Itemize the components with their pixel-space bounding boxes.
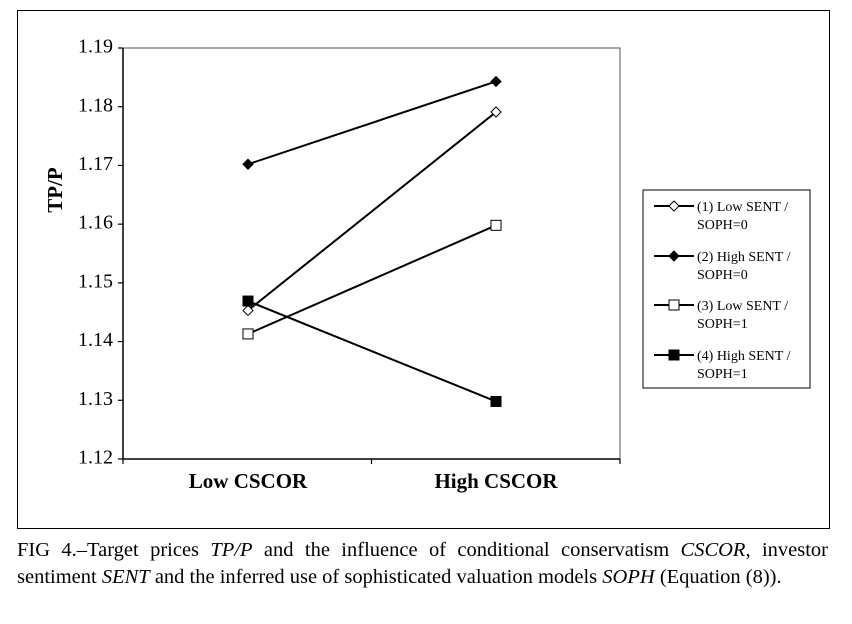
caption-mid1: and the influence of conditional conserv… [252,539,681,561]
series-line [247,224,497,335]
x-ticks: Low CSCOR High CSCOR [122,459,621,493]
data-point-marker [242,158,254,170]
legend-entry-1: (1) Low SENT / SOPH=0 [654,200,788,233]
y-tick-label: 1.15 [78,270,113,292]
y-ticks: 1.12 1.13 1.14 1.15 1.16 1.17 1.18 1.19 [78,36,123,469]
figure-caption: FIG 4.–Target prices TP/P and the influe… [17,537,828,591]
data-point-marker [242,328,254,340]
series-line [247,300,497,403]
y-tick-label: 1.17 [78,153,113,175]
legend-label-line1: (4) High SENT / [697,349,791,364]
legend-label-line1: (1) Low SENT / [697,200,788,215]
y-axis-title: TP/P [43,167,67,213]
x-category-label: High CSCOR [434,469,558,493]
legend: (1) Low SENT / SOPH=0 (2) High SENT / SOPH=… [642,189,811,389]
data-point-marker [242,304,254,317]
data-point-marker [668,200,680,212]
y-tick-label: 1.19 [78,36,113,58]
legend-label-line2: SOPH=0 [697,218,748,233]
legend-entry-3: (3) Low SENT / SOPH=1 [654,299,788,332]
data-point-marker [668,250,680,262]
plot-border [122,47,621,460]
legend-label-line2: SOPH=0 [697,268,748,283]
series-line [247,80,497,166]
x-category-label: Low CSCOR [189,469,308,493]
data-point-marker [668,349,680,361]
data-point-marker [490,395,502,407]
data-point-marker [490,106,502,118]
legend-entry-2: (2) High SENT / SOPH=0 [654,250,791,283]
caption-mid2: , investor sentiment [17,539,829,588]
legend-entry-4: (4) High SENT / SOPH=1 [654,349,791,382]
legend-label-line2: SOPH=1 [697,317,748,332]
caption-suffix: (Equation (8)). [654,566,782,588]
plot-area [122,47,621,460]
figure-frame [17,10,830,529]
series-3 [242,219,502,340]
series-2 [242,75,502,170]
series-1 [242,106,502,317]
caption-sent: SENT [101,566,150,588]
data-point-marker [490,75,502,88]
data-point-marker [668,299,680,311]
legend-label-line2: SOPH=1 [697,367,748,382]
series-line [247,111,497,312]
legend-label-line1: (2) High SENT / [697,250,791,265]
caption-mid3: and the inferred use of sophisticated va… [149,566,603,588]
data-point-marker [242,295,254,307]
caption-soph: SOPH [602,566,655,588]
series-group [242,75,502,407]
y-tick-label: 1.14 [78,329,113,351]
caption-tp: TP/P [210,539,253,561]
data-point-marker [490,219,502,231]
y-tick-label: 1.18 [78,94,113,116]
caption-cscor: CSCOR [680,539,746,561]
chart: 1.12 1.13 1.14 1.15 1.16 1.17 1.18 1.19 Low CSC… [43,36,811,493]
y-tick-label: 1.13 [78,388,113,410]
y-tick-label: 1.12 [78,447,113,469]
legend-label-line1: (3) Low SENT / [697,299,788,314]
series-4 [242,295,502,407]
y-tick-label: 1.16 [78,212,113,234]
caption-prefix: FIG 4.–Target prices [17,539,211,561]
